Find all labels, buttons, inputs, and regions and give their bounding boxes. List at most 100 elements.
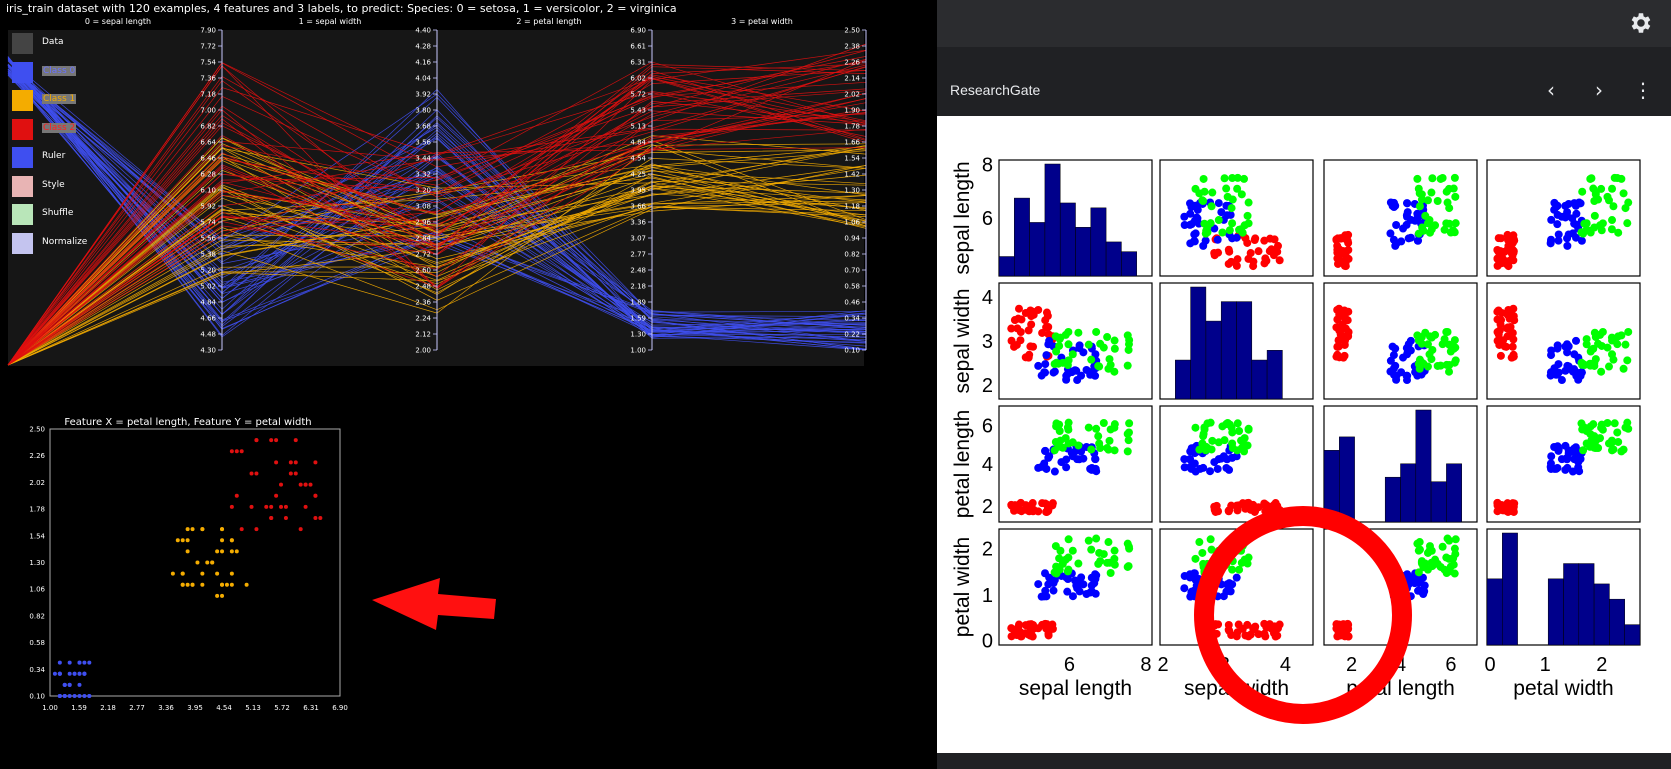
matrix-point	[1203, 228, 1212, 237]
matrix-point	[1077, 573, 1086, 582]
scatter-point	[283, 516, 288, 520]
matrix-point	[1423, 196, 1432, 205]
scatter-point	[210, 560, 215, 565]
matrix-point	[1208, 188, 1217, 197]
matrix-point	[1497, 308, 1506, 317]
matrix-point	[1608, 184, 1617, 193]
axis-tick-label: 4.84	[200, 299, 216, 307]
scatter-point	[234, 449, 239, 454]
more-vertical-icon[interactable]: ⋮	[1633, 78, 1653, 102]
scatter-point	[200, 582, 205, 587]
matrix-point	[1503, 230, 1512, 239]
matrix-point	[1224, 506, 1233, 515]
matrix-y-tick: 2	[982, 375, 993, 397]
matrix-point	[1425, 228, 1434, 237]
legend-label: Ruler	[42, 151, 66, 161]
matrix-point	[1190, 236, 1199, 245]
matrix-point	[1414, 568, 1423, 577]
axis-tick-label: 1.42	[844, 171, 860, 179]
axis-tick-label: 4.84	[630, 139, 646, 147]
matrix-point	[1563, 348, 1572, 357]
matrix-point	[1552, 203, 1561, 212]
matrix-x-label: petal width	[1513, 677, 1613, 700]
matrix-point	[1574, 463, 1583, 472]
axis-tick-label: 5.92	[200, 203, 216, 211]
matrix-point	[1042, 308, 1051, 317]
scatter-point	[254, 438, 259, 443]
matrix-point	[1195, 445, 1204, 454]
matrix-point	[1577, 236, 1586, 245]
matrix-point	[1617, 447, 1626, 456]
matrix-x-tick: 4	[1395, 654, 1406, 676]
matrix-point	[1064, 535, 1073, 544]
chevron-right-icon[interactable]: ›	[1595, 78, 1603, 102]
matrix-point	[1220, 174, 1229, 183]
legend-item[interactable]: Class 1	[12, 90, 132, 112]
matrix-point	[1091, 464, 1100, 473]
scatter-point	[77, 694, 82, 698]
matrix-point	[1403, 212, 1412, 221]
matrix-point	[1125, 419, 1134, 428]
scatter-point	[215, 571, 220, 576]
matrix-point	[1332, 352, 1341, 361]
matrix-point	[1068, 438, 1077, 447]
chevron-left-icon[interactable]: ‹	[1547, 78, 1555, 102]
scatter-title: Feature X = petal length, Feature Y = pe…	[64, 417, 311, 428]
matrix-x-tick: 6	[1445, 654, 1456, 676]
axis-tick-label: 1.54	[844, 155, 860, 163]
matrix-point	[1123, 331, 1132, 340]
y-tick-label: 2.50	[29, 426, 45, 434]
matrix-point	[1225, 247, 1234, 256]
scatter-plot[interactable]: Feature X = petal length, Feature Y = pe…	[0, 416, 380, 766]
matrix-point	[1050, 467, 1059, 476]
legend-swatch	[12, 175, 33, 197]
matrix-point	[1191, 554, 1200, 563]
legend-item[interactable]: Shuffle	[12, 204, 132, 226]
legend-item[interactable]: Class 2	[12, 118, 132, 141]
matrix-point	[1431, 330, 1440, 339]
matrix-point	[1445, 367, 1454, 376]
scatter-point	[82, 671, 87, 676]
matrix-point	[1450, 336, 1459, 345]
matrix-point	[1051, 542, 1060, 551]
matrix-point	[1073, 455, 1082, 464]
legend-item[interactable]: Style	[12, 175, 132, 198]
matrix-point	[1497, 316, 1506, 325]
top-bar	[937, 0, 1671, 47]
matrix-point	[1062, 371, 1071, 380]
matrix-point	[1238, 624, 1247, 633]
matrix-point	[1508, 342, 1517, 351]
scatter-point	[62, 682, 67, 687]
scatter-point	[249, 471, 254, 476]
matrix-point	[1561, 441, 1570, 450]
matrix-point	[1067, 449, 1076, 458]
legend-item[interactable]: Ruler	[12, 147, 132, 169]
parallel-coordinates-plot[interactable]: 0 = sepal length 1 = sepal width 2 = petal…	[0, 16, 920, 376]
matrix-point	[1586, 347, 1595, 356]
axis-tick-label: 5.43	[630, 107, 646, 115]
axis-tick-label: 1.89	[630, 299, 646, 307]
scatter-point	[274, 460, 279, 465]
matrix-point	[1044, 504, 1053, 513]
matrix-point	[1044, 322, 1053, 331]
matrix-point	[1572, 336, 1581, 345]
matrix-point	[1244, 219, 1253, 228]
matrix-point	[1442, 327, 1451, 336]
scatter-point	[269, 516, 274, 520]
matrix-point	[1450, 569, 1459, 578]
legend-item[interactable]: Data	[12, 33, 132, 55]
matrix-x-tick: 0	[1484, 654, 1495, 676]
scatter-point	[77, 682, 82, 687]
right-panel: ResearchGate ‹ › ⋮ 8 6 sepal length 6 8 sepal…	[937, 0, 1671, 769]
matrix-point	[1199, 196, 1208, 205]
matrix-point	[1442, 219, 1451, 228]
gear-icon[interactable]	[1627, 10, 1653, 36]
legend-item[interactable]: Normalize	[12, 232, 132, 255]
matrix-point	[1344, 332, 1353, 341]
axis-header: 2 = petal length	[516, 17, 581, 26]
matrix-point	[1096, 339, 1105, 348]
legend-item[interactable]: Class 0	[12, 61, 132, 84]
matrix-y-tick: 4	[982, 454, 993, 476]
matrix-point	[1496, 351, 1505, 360]
matrix-point	[1420, 581, 1429, 590]
